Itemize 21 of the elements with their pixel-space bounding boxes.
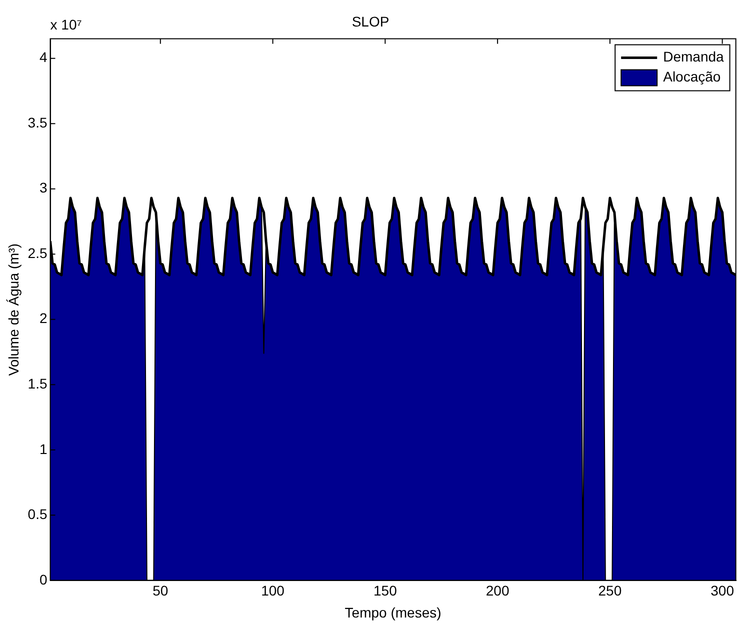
chart-title: SLOP	[352, 13, 390, 30]
x-axis-title: Tempo (meses)	[344, 604, 442, 620]
y-tick-label: 2	[39, 310, 48, 326]
legend-label: Demanda	[663, 48, 724, 65]
x-tick-label: 200	[486, 582, 510, 599]
y-tick-label: 2.5	[28, 244, 48, 261]
x-tick-label: 50	[152, 582, 168, 599]
y-axis-title: Volume de Água (m³)	[5, 243, 22, 376]
x-tick-label: 100	[261, 582, 285, 599]
y-tick-label: 0	[39, 571, 48, 588]
legend-label: Alocação	[663, 68, 721, 85]
y-tick-label: 0.5	[28, 506, 48, 522]
x-tick-label: 250	[598, 582, 622, 599]
text: x 10⁷	[50, 16, 82, 33]
x-tick-label: 300	[710, 582, 734, 599]
y-tick-label: 4	[39, 49, 48, 66]
y-tick-label: 1	[39, 440, 48, 457]
y-tick-label: 1.5	[28, 376, 48, 392]
y-tick-label: 3.5	[28, 114, 48, 130]
y-tick-label: 3	[39, 180, 48, 196]
x-tick-label: 150	[373, 582, 398, 599]
